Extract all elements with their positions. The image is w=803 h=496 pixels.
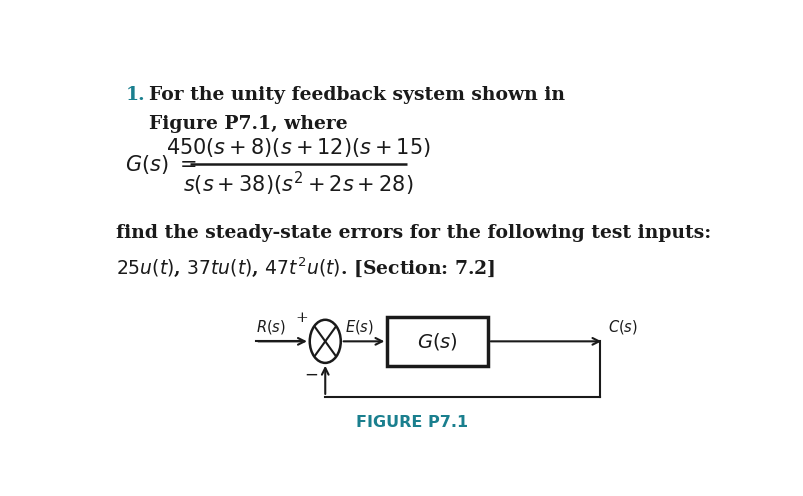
Text: $450(s+8)(s+12)(s+15)$: $450(s+8)(s+12)(s+15)$ (165, 136, 430, 159)
Text: $R(s)$: $R(s)$ (255, 318, 285, 336)
Text: 1.: 1. (125, 86, 145, 104)
Text: FIGURE P7.1: FIGURE P7.1 (356, 415, 467, 430)
Text: $G(s)\ =$: $G(s)\ =$ (125, 153, 197, 176)
Text: +: + (295, 310, 308, 324)
Text: For the unity feedback system shown in: For the unity feedback system shown in (149, 86, 564, 104)
Text: $G(s)$: $G(s)$ (417, 331, 458, 352)
FancyBboxPatch shape (387, 317, 487, 366)
Text: Figure P7.1, where: Figure P7.1, where (149, 115, 347, 133)
Text: find the steady-state errors for the following test inputs:: find the steady-state errors for the fol… (116, 224, 711, 243)
Text: $s(s+38)(s^2+2s+28)$: $s(s+38)(s^2+2s+28)$ (182, 170, 413, 197)
Text: $E(s)$: $E(s)$ (345, 318, 374, 336)
Text: $25u(t)$, $37tu(t)$, $47t^2u(t)$. [Section: 7.2]: $25u(t)$, $37tu(t)$, $47t^2u(t)$. [Secti… (116, 255, 495, 279)
Text: $C(s)$: $C(s)$ (607, 318, 638, 336)
Text: $-$: $-$ (304, 366, 317, 383)
